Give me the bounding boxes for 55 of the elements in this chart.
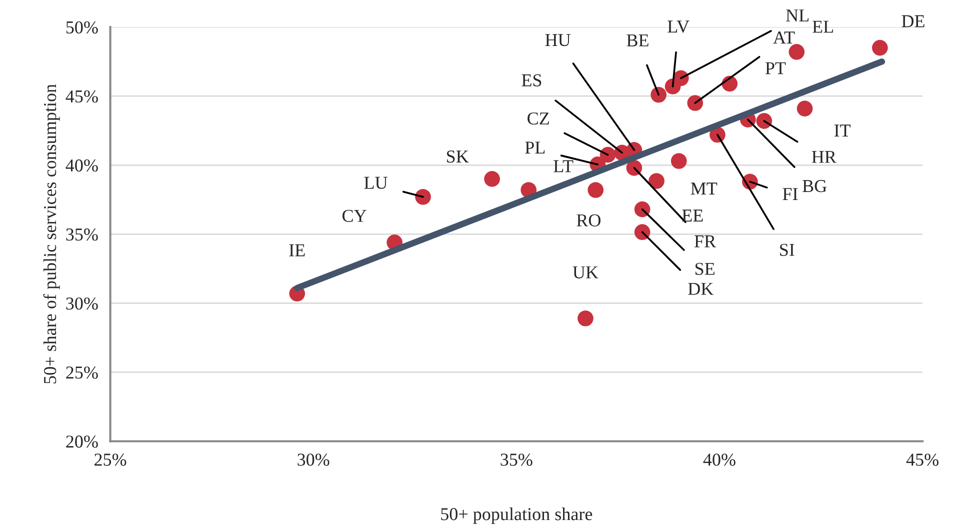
point xyxy=(415,188,431,205)
annotation: LT xyxy=(554,160,574,172)
point xyxy=(756,113,772,129)
annotation: ES xyxy=(522,74,542,86)
x-tick-label: 25% xyxy=(94,454,126,466)
point xyxy=(788,44,805,60)
annotation: MT xyxy=(690,182,718,195)
point xyxy=(578,310,594,326)
annotation: PT xyxy=(765,62,786,74)
annotation: BG xyxy=(802,180,827,192)
annotation: HR xyxy=(812,150,836,163)
point xyxy=(872,40,888,56)
annotation: EL xyxy=(812,20,833,33)
annotation: IT xyxy=(834,124,850,136)
point xyxy=(670,153,687,169)
point xyxy=(687,95,704,111)
point xyxy=(648,173,664,189)
y-tick-label: 45% xyxy=(66,90,98,103)
annotation: LU xyxy=(364,176,388,189)
annotation: BE xyxy=(626,34,648,46)
y-tick-label: 35% xyxy=(66,228,98,241)
annotation: UK xyxy=(572,266,598,278)
annotation: SE xyxy=(695,262,714,275)
point xyxy=(650,86,666,103)
y-tick-label: 40% xyxy=(66,159,98,172)
point xyxy=(484,171,500,187)
annotation: FI xyxy=(782,188,798,200)
y-axis-title: 50+ share of public services consumption xyxy=(43,84,60,384)
annotation: SI xyxy=(780,244,794,256)
annotation: PL xyxy=(525,142,545,154)
annotation: AT xyxy=(773,32,795,44)
point xyxy=(796,100,813,116)
x-tick-label: 40% xyxy=(703,454,736,466)
annotation: HU xyxy=(545,34,570,46)
y-tick-label: 20% xyxy=(66,436,98,448)
y-tick-label: 50% xyxy=(66,21,98,34)
x-tick-label: 45% xyxy=(906,454,938,466)
annotation: IE xyxy=(289,244,305,256)
point xyxy=(588,182,604,198)
x-tick-label: 30% xyxy=(298,454,330,466)
x-tick-label: 35% xyxy=(500,454,532,466)
annotation: RO xyxy=(576,214,600,226)
annotation: DK xyxy=(688,282,714,295)
point xyxy=(634,201,650,218)
annotation: EE xyxy=(682,210,703,222)
annotation: SK xyxy=(447,150,469,163)
annotation: CZ xyxy=(528,112,549,125)
annotation: NL xyxy=(786,10,809,22)
annotation: CY xyxy=(342,210,366,222)
y-tick-label: 25% xyxy=(66,366,98,379)
x-axis-title: 50+ population share xyxy=(441,508,592,524)
annotation: FR xyxy=(694,235,716,248)
annotation: LV xyxy=(668,20,690,33)
y-tick-label: 30% xyxy=(66,297,98,310)
annotation: DE xyxy=(902,15,924,28)
